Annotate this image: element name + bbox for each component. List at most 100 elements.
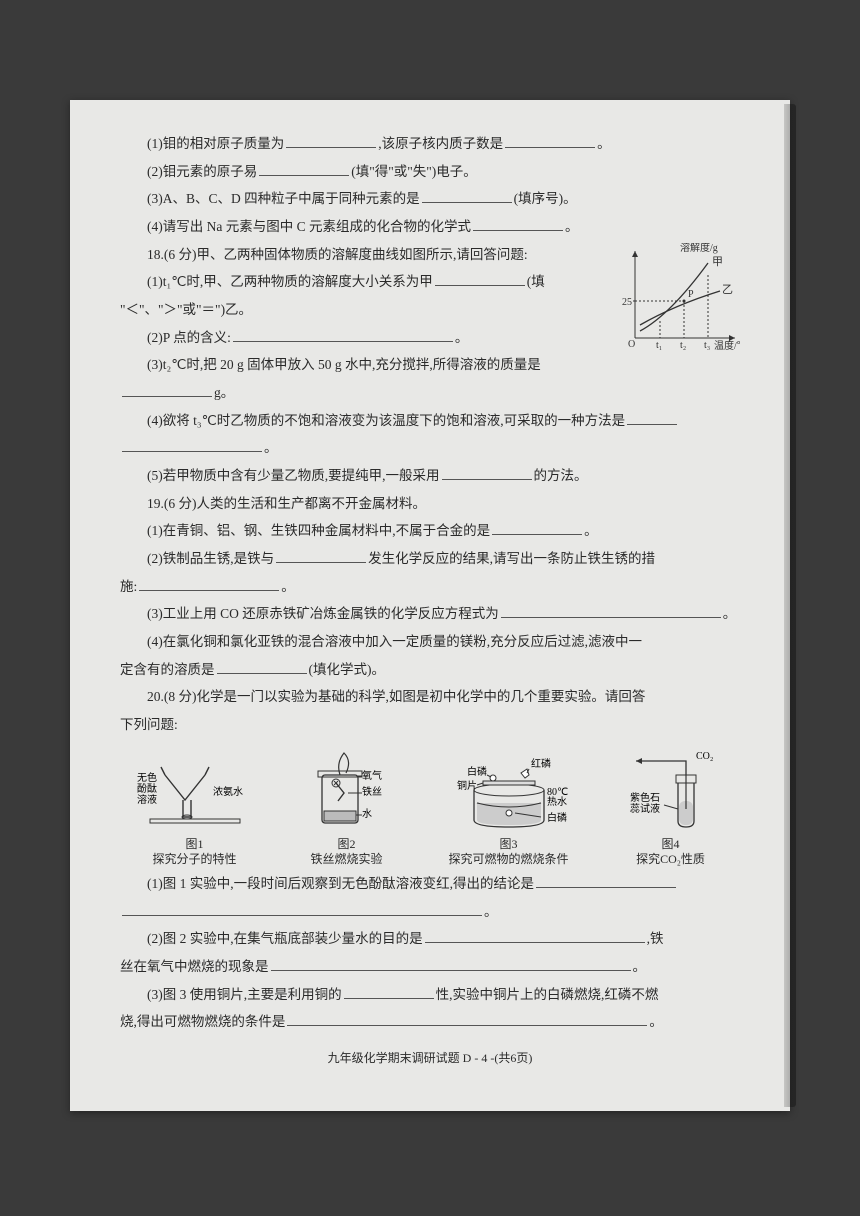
q20-2b: 丝在氧气中燃烧的现象是 。 [120, 953, 740, 981]
blank [287, 1013, 647, 1027]
q17-1: (1)钼的相对原子质量为 ,该原子核内质子数是 。 [120, 130, 740, 158]
text: 丝在氧气中燃烧的现象是 [120, 959, 269, 974]
solubility-chart: 溶解度/g 温度/℃ 25 甲 乙 P O t₁ t₂ t₃ [620, 243, 740, 363]
text: 。 [565, 219, 579, 234]
text: (填 [527, 274, 545, 289]
text: (5)若甲物质中含有少量乙物质,要提纯甲,一般采用 [147, 468, 440, 483]
svg-text:O: O [628, 339, 635, 350]
blank [425, 930, 645, 944]
text: 。 [264, 440, 278, 455]
svg-text:无色: 无色 [137, 771, 157, 784]
q20-2: (2)图 2 实验中,在集气瓶底部装少量水的目的是,铁 [120, 925, 740, 953]
text: (1)钼的相对原子质量为 [147, 136, 284, 151]
svg-text:CO₂: CO₂ [696, 751, 713, 762]
blank [344, 985, 434, 999]
q18-3b: g。 [120, 379, 740, 407]
fig2-cap1: 图2 [292, 837, 402, 853]
blank [286, 135, 376, 149]
blank [505, 135, 595, 149]
text: (填化学式)。 [309, 662, 386, 677]
text: (2)P 点的含义: [147, 330, 231, 345]
blank [259, 162, 349, 176]
text: (3)t₂℃时,把 20 g 固体甲放入 50 g 水中,充分搅拌,所得溶液的质… [147, 357, 541, 372]
blank [536, 874, 676, 888]
svg-text:温度/℃: 温度/℃ [714, 339, 740, 352]
svg-text:红磷: 红磷 [531, 757, 551, 770]
blank [271, 957, 631, 971]
svg-text:白磷: 白磷 [547, 811, 567, 824]
svg-text:浓氨水: 浓氨水 [213, 785, 243, 798]
fig4-cap2: 探究CO₂性质 [616, 852, 726, 868]
text: 。 [597, 136, 611, 151]
q20-3: (3)图 3 使用铜片,主要是利用铜的 性,实验中铜片上的白磷燃烧,红磷不燃 [120, 981, 740, 1009]
figure-row: 无色 酚酞 溶液 浓氨水 图1 探究分子的特性 氧气 铁丝 水 [120, 745, 740, 868]
text: 。 [281, 579, 295, 594]
text: (2)钼元素的原子易 [147, 164, 257, 179]
svg-text:热水: 热水 [547, 795, 567, 808]
q20-1b: 。 [120, 898, 740, 926]
q20-1: (1)图 1 实验中,一段时间后观察到无色酚酞溶液变红,得出的结论是 [120, 870, 740, 898]
text: 。 [633, 959, 647, 974]
text: (1)图 1 实验中,一段时间后观察到无色酚酞溶液变红,得出的结论是 [147, 876, 534, 891]
text: (3)工业上用 CO 还原赤铁矿冶炼金属铁的化学反应方程式为 [147, 606, 499, 621]
text: (4)请写出 Na 元素与图中 C 元素组成的化合物的化学式 [147, 219, 471, 234]
svg-text:25: 25 [622, 297, 632, 308]
q18-5: (5)若甲物质中含有少量乙物质,要提纯甲,一般采用 的方法。 [120, 462, 740, 490]
blank [122, 384, 212, 398]
svg-text:蕊试液: 蕊试液 [630, 802, 660, 815]
text: 。 [584, 523, 598, 538]
text: (4)欲将 t₃℃时乙物质的不饱和溶液变为该温度下的饱和溶液,可采取的一种方法是 [147, 413, 625, 428]
fig4: CO₂ 紫色石 蕊试液 图4 探究CO₂性质 [616, 745, 726, 868]
blank [492, 522, 582, 536]
svg-text:白磷: 白磷 [467, 765, 487, 778]
fig3-cap2: 探究可燃物的燃烧条件 [439, 852, 579, 868]
blank [442, 467, 532, 481]
q19-2b: 施:。 [120, 573, 740, 601]
svg-text:甲: 甲 [712, 256, 723, 268]
fig1-cap2: 探究分子的特性 [135, 852, 255, 868]
fig3: 白磷 红磷 铜片 80℃ 热水 白磷 图3 探究可燃物的燃烧条件 [439, 745, 579, 868]
fig2: 氧气 铁丝 水 图2 铁丝燃烧实验 [292, 745, 402, 868]
svg-text:酚酞: 酚酞 [137, 782, 157, 795]
blank [139, 577, 279, 591]
q18-4: (4)欲将 t₃℃时乙物质的不饱和溶液变为该温度下的饱和溶液,可采取的一种方法是 [120, 407, 740, 435]
blank [627, 411, 677, 425]
blank [422, 190, 512, 204]
text: 定含有的溶质是 [120, 662, 215, 677]
svg-text:乙: 乙 [722, 283, 733, 296]
svg-text:t₁: t₁ [656, 340, 662, 351]
text: (3)图 3 使用铜片,主要是利用铜的 [147, 987, 342, 1002]
svg-text:t₃: t₃ [704, 340, 710, 351]
text: ,该原子核内质子数是 [378, 136, 503, 151]
text: 。 [723, 606, 737, 621]
q19-1: (1)在青铜、铝、钢、生铁四种金属材料中,不属于合金的是 。 [120, 517, 740, 545]
text: 发生化学反应的结果,请写出一条防止铁生锈的措 [368, 551, 655, 566]
fig3-cap1: 图3 [439, 837, 579, 853]
q19-4: (4)在氯化铜和氯化亚铁的混合溶液中加入一定质量的镁粉,充分反应后过滤,滤液中一 [120, 628, 740, 656]
blank [233, 328, 453, 342]
fig1-cap1: 图1 [135, 837, 255, 853]
blank [217, 660, 307, 674]
text: 性,实验中铜片上的白磷燃烧,红磷不燃 [436, 987, 659, 1002]
text: 。 [455, 330, 469, 345]
q17-3: (3)A、B、C、D 四种粒子中属于同种元素的是(填序号)。 [120, 185, 740, 213]
q19-4b: 定含有的溶质是 (填化学式)。 [120, 656, 740, 684]
svg-text:铁丝: 铁丝 [362, 785, 382, 798]
text: ,铁 [647, 931, 664, 946]
text: 烧,得出可燃物燃烧的条件是 [120, 1014, 285, 1029]
exam-page: (1)钼的相对原子质量为,该原子核内质子数是。 (2)钼元素的原子易(填"得"或… [70, 100, 790, 1111]
text: (3)A、B、C、D 四种粒子中属于同种元素的是 [147, 191, 420, 206]
svg-text:t₂: t₂ [680, 340, 686, 351]
blank [122, 902, 482, 916]
q19-2: (2)铁制品生锈,是铁与 发生化学反应的结果,请写出一条防止铁生锈的措 [120, 545, 740, 573]
fig1: 无色 酚酞 溶液 浓氨水 图1 探究分子的特性 [135, 755, 255, 868]
page-footer: 九年级化学期末调研试题 D - 4 -(共6页) [120, 1046, 740, 1071]
text: (2)铁制品生锈,是铁与 [147, 551, 274, 566]
blank [501, 605, 721, 619]
text: 的方法。 [534, 468, 588, 483]
text: (1)在青铜、铝、钢、生铁四种金属材料中,不属于合金的是 [147, 523, 490, 538]
svg-text:紫色石: 紫色石 [630, 791, 660, 804]
fig4-cap1: 图4 [616, 837, 726, 853]
text: 。 [649, 1014, 663, 1029]
svg-text:铜片: 铜片 [457, 779, 477, 792]
